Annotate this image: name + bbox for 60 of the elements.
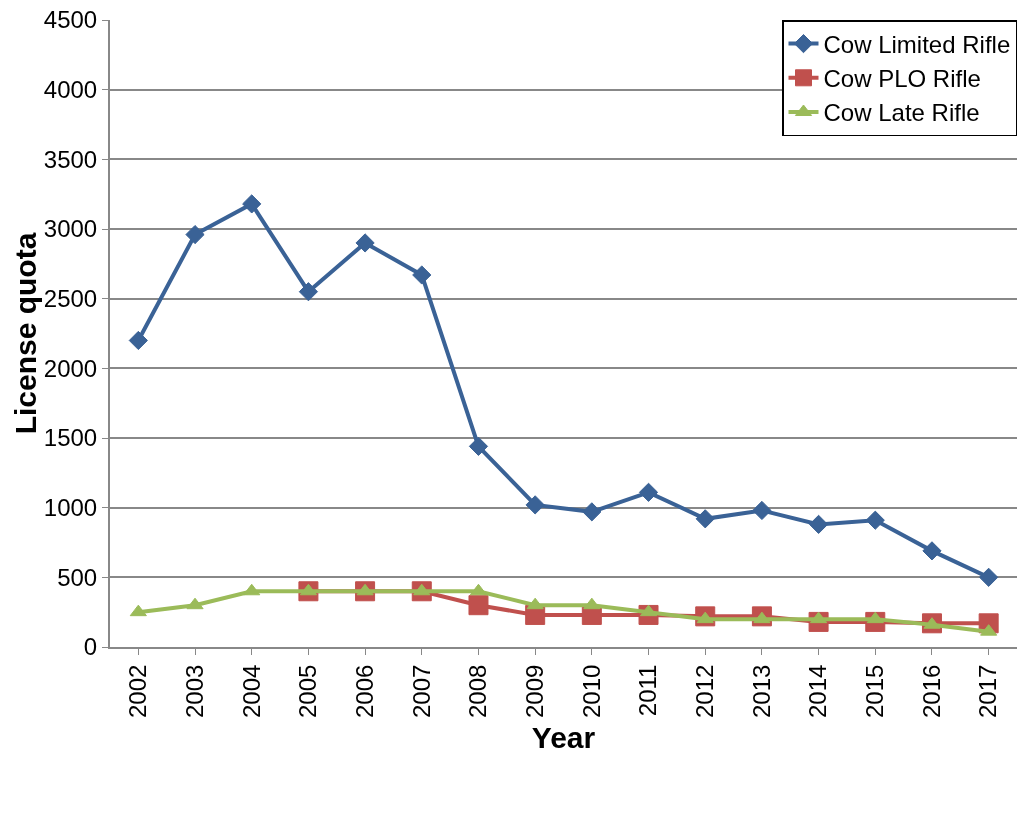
point xyxy=(468,436,489,456)
point xyxy=(979,567,999,587)
point xyxy=(412,265,432,285)
x-tick-label: 2016 xyxy=(917,664,945,718)
point xyxy=(242,194,262,214)
x-tick-label: 2005 xyxy=(294,664,322,718)
y-tick-label: 2000 xyxy=(43,354,98,382)
point xyxy=(583,597,601,610)
x-tick-label: 2015 xyxy=(861,664,889,718)
point xyxy=(696,611,714,624)
point xyxy=(185,224,205,245)
y-tick-label: 3500 xyxy=(43,145,98,173)
y-tick-label: 2500 xyxy=(43,285,98,313)
y-tick-label: 1500 xyxy=(43,424,98,452)
point xyxy=(752,500,772,521)
x-tick-label: 2013 xyxy=(747,664,775,718)
x-tick-label: 2006 xyxy=(350,664,378,718)
point xyxy=(299,583,317,596)
y-tick-label: 3000 xyxy=(43,215,98,243)
y-tick-label: 0 xyxy=(83,633,98,661)
x-tick-label: 2004 xyxy=(237,664,265,718)
point xyxy=(865,510,885,530)
point xyxy=(468,595,489,616)
y-axis-title: License quota xyxy=(8,232,42,435)
y-tick-label: 4000 xyxy=(43,76,98,104)
point xyxy=(186,597,204,610)
point xyxy=(243,583,261,596)
point xyxy=(582,502,602,522)
legend-label: Cow PLO Rifle xyxy=(823,65,981,93)
x-tick-label: 2009 xyxy=(520,664,548,718)
x-tick-label: 2003 xyxy=(180,664,208,718)
point xyxy=(808,514,829,534)
point xyxy=(129,604,147,617)
point xyxy=(355,233,375,253)
x-tick-label: 2010 xyxy=(577,664,605,718)
x-tick-label: 2002 xyxy=(124,664,152,718)
point xyxy=(356,583,374,596)
x-tick-label: 2017 xyxy=(974,664,1002,718)
x-tick-label: 2008 xyxy=(464,664,492,718)
point xyxy=(638,482,659,502)
x-tick-label: 2011 xyxy=(634,664,662,717)
y-tick-label: 500 xyxy=(57,563,98,591)
x-tick-label: 2012 xyxy=(691,664,719,718)
point xyxy=(526,597,544,610)
point xyxy=(810,611,828,624)
legend-label: Cow Late Rifle xyxy=(823,99,980,127)
legend-label: Cow Limited Rifle xyxy=(823,30,1011,58)
point xyxy=(866,611,884,624)
point xyxy=(922,541,942,561)
y-tick-label: 4500 xyxy=(43,6,98,34)
y-tick-label: 1000 xyxy=(43,494,98,522)
point xyxy=(525,495,545,515)
x-tick-label: 2007 xyxy=(407,664,435,718)
point xyxy=(298,282,319,302)
x-axis-title: Year xyxy=(531,720,596,754)
point xyxy=(753,611,771,624)
point xyxy=(128,330,148,351)
point xyxy=(695,509,715,529)
x-tick-label: 2014 xyxy=(804,664,832,718)
point xyxy=(413,583,431,596)
